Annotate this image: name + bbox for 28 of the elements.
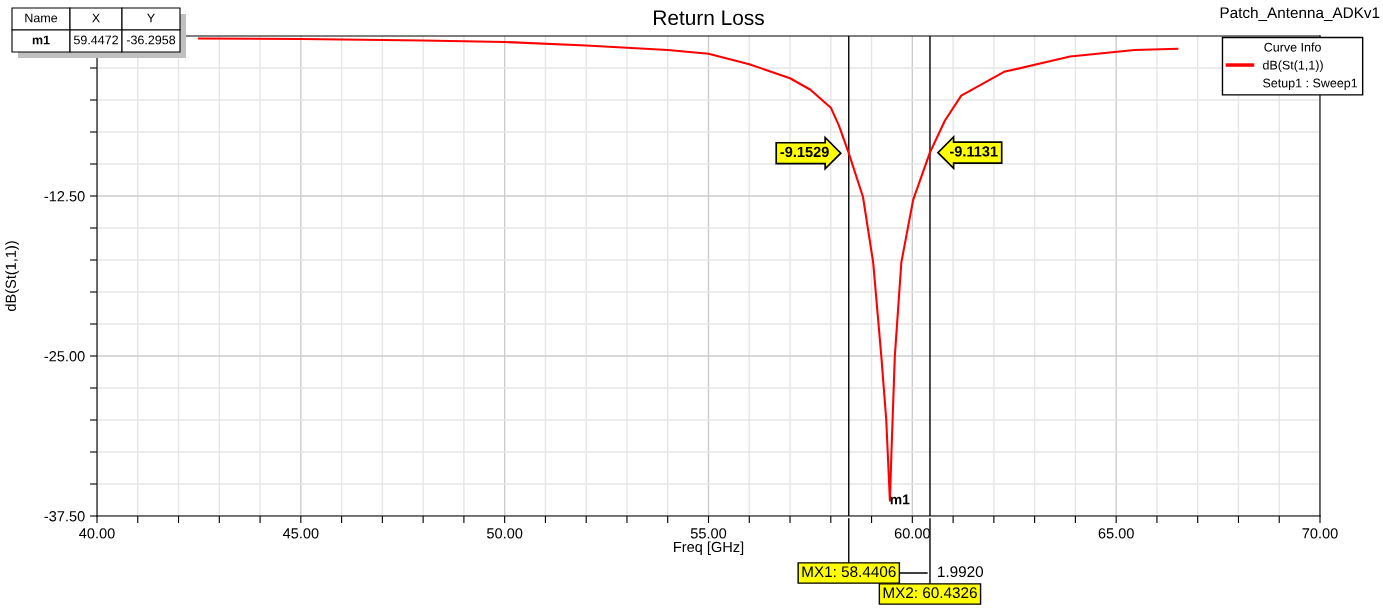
x-tick-label: 40.00: [79, 528, 115, 539]
ref-line-label: MX2: 60.4326: [883, 587, 977, 599]
text: 1.9920: [938, 566, 984, 578]
text: Name: [25, 13, 58, 23]
text: Patch_Antenna_ADKv1: [1220, 6, 1380, 21]
text: Y: [147, 13, 155, 23]
annotation: m1: [890, 494, 910, 505]
chart-title: Return Loss: [654, 10, 764, 26]
y-tick-label: -25.00: [44, 351, 85, 362]
annotation: 59.4472: [73, 35, 118, 45]
y-axis-title: dB(St(1,1)): [5, 241, 19, 312]
y-tick-label: -12.50: [44, 191, 85, 202]
legend-label: dB(St(1,1)): [1262, 60, 1323, 72]
x-tick-label: 65.00: [1098, 528, 1134, 539]
legend-title: Curve Info: [1264, 42, 1321, 52]
x-axis-title: Freq [GHz]: [674, 541, 744, 555]
annotation: -9.1131: [949, 146, 998, 157]
annotation: -9.1529: [780, 146, 829, 158]
text: m1: [32, 35, 50, 45]
y-tick-label: -37.50: [44, 511, 85, 522]
x-tick-label: 55.00: [690, 528, 727, 539]
x-tick-label: 70.00: [1302, 528, 1338, 539]
annotation: -36.2958: [126, 35, 176, 45]
annotation: Setup1 : Sweep1: [1263, 78, 1358, 90]
ref-line-label: MX1: 58.4406: [802, 566, 896, 578]
x-tick-label: 45.00: [282, 528, 319, 539]
text: X: [92, 13, 100, 23]
x-tick-label: 50.00: [487, 528, 523, 539]
